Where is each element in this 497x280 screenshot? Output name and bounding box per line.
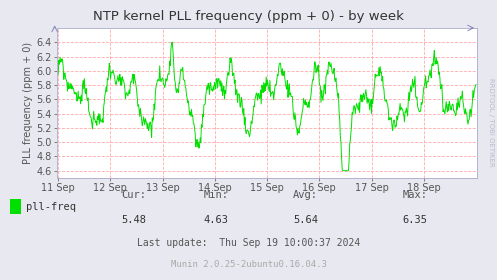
Text: 6.35: 6.35 (403, 215, 427, 225)
Text: Cur:: Cur: (122, 190, 147, 200)
Text: Avg:: Avg: (293, 190, 318, 200)
Text: Munin 2.0.25-2ubuntu0.16.04.3: Munin 2.0.25-2ubuntu0.16.04.3 (170, 260, 327, 269)
Text: Last update:  Thu Sep 19 10:00:37 2024: Last update: Thu Sep 19 10:00:37 2024 (137, 238, 360, 248)
Text: RRDTOOL / TOBI OETIKER: RRDTOOL / TOBI OETIKER (488, 78, 494, 167)
Text: NTP kernel PLL frequency (ppm + 0) - by week: NTP kernel PLL frequency (ppm + 0) - by … (93, 10, 404, 23)
Text: Min:: Min: (204, 190, 229, 200)
Text: pll-freq: pll-freq (26, 202, 76, 212)
Y-axis label: PLL frequency (ppm + 0): PLL frequency (ppm + 0) (23, 42, 33, 164)
Text: Max:: Max: (403, 190, 427, 200)
Text: 5.64: 5.64 (293, 215, 318, 225)
Text: 5.48: 5.48 (122, 215, 147, 225)
Text: 4.63: 4.63 (204, 215, 229, 225)
